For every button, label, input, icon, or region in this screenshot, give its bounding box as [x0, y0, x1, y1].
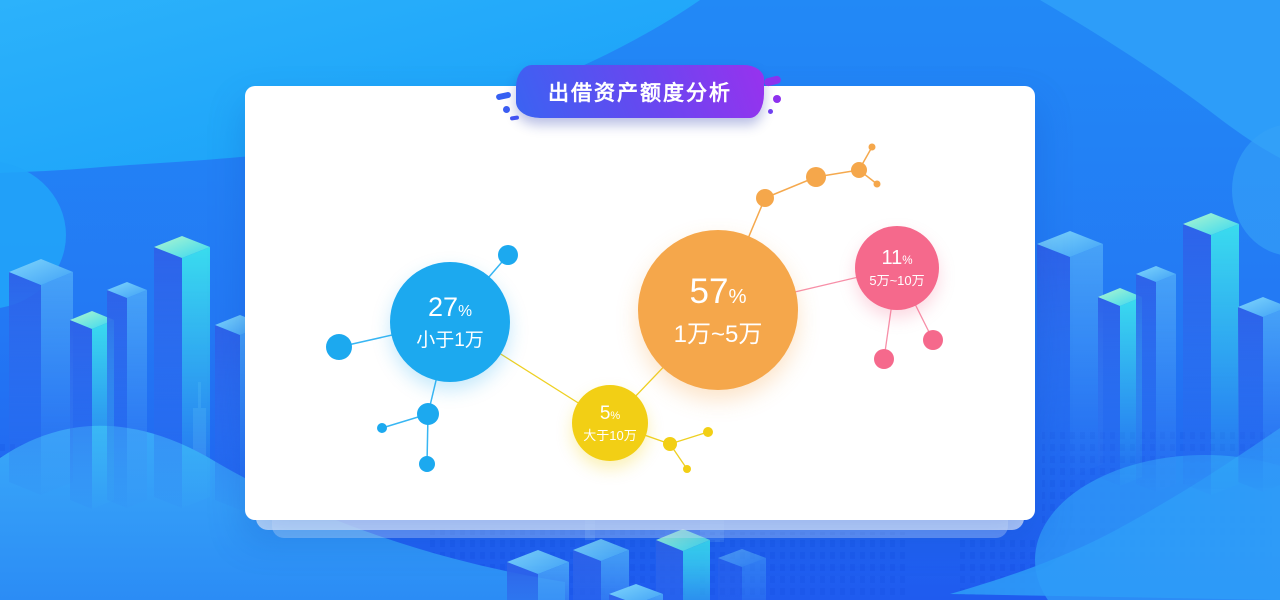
wave-top-right: [1040, 0, 1280, 158]
yellow-satellite-dots: [663, 427, 713, 473]
bubble-percent: 57%: [689, 272, 747, 312]
page-title: 出借资产额度分析: [548, 81, 732, 105]
banner-splatter: [503, 106, 510, 113]
orange-satellite-dots: [756, 143, 881, 207]
bubble-percent: 11%: [881, 247, 913, 270]
banner-splatter: [773, 95, 781, 103]
bubble-over-100k[interactable]: 5% 大于10万: [572, 385, 648, 461]
bubble-range-label: 1万~5万: [673, 320, 763, 348]
title-banner: 出借资产额度分析: [516, 65, 764, 118]
bubble-percent: 27%: [428, 292, 472, 323]
chart-card: 27% 小于1万 57% 1万~5万 11% 5万~10万 5% 大于10万: [245, 86, 1035, 520]
pink-satellite-dots: [874, 330, 943, 369]
banner-splatter: [768, 109, 773, 114]
wave-right-bulge: [1232, 125, 1280, 255]
bubble-range-label: 5万~10万: [869, 273, 925, 289]
bubble-percent: 5%: [599, 403, 621, 424]
bubble-range-label: 小于1万: [416, 330, 484, 351]
blue-satellite-dots: [326, 245, 518, 472]
bubble-range-label: 大于10万: [583, 427, 637, 443]
bubble-10k-50k[interactable]: 57% 1万~5万: [638, 230, 798, 390]
isometric-buildings: [9, 213, 1280, 600]
wave-bottom-right: [950, 428, 1280, 600]
bubble-50k-100k[interactable]: 11% 5万~10万: [855, 226, 939, 310]
bubble-under-10k[interactable]: 27% 小于1万: [390, 262, 510, 382]
